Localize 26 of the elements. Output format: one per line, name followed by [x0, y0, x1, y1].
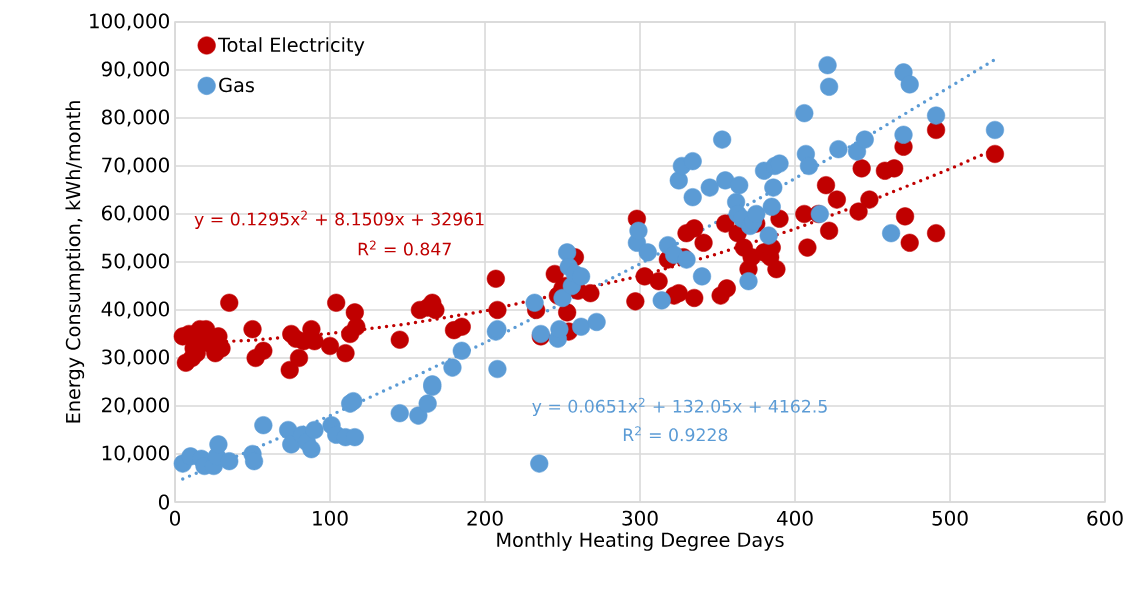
legend-label: Gas: [219, 77, 254, 93]
x-tick-label: 600: [1087, 510, 1123, 526]
annotation: R$^{2}$ = 0.9228: [623, 426, 728, 442]
y-tick-label: 100,000: [90, 13, 169, 31]
annotation: y = 0.1295x$^{2}$ + 8.1509x + 32961: [194, 210, 484, 229]
x-tick-label: 200: [467, 510, 503, 526]
y-tick-label: 80,000: [101, 109, 169, 127]
x-tick-label: 100: [313, 510, 348, 526]
y-tick-label: 20,000: [102, 397, 169, 415]
x-tick-label: 0: [169, 510, 181, 526]
y-tick-label: 50,000: [102, 253, 169, 271]
x-tick-label: 300: [622, 510, 658, 526]
y-tick-label: 90,000: [101, 61, 169, 79]
annotation: y = 0.0651x$^{2}$ + 132.05x + 4162.5: [532, 397, 827, 417]
annotation: R$^{2}$ = 0.847: [358, 240, 451, 256]
y-axis-title: Energy Consumption, kWh/month: [65, 101, 85, 423]
y-tick-label: 0: [158, 494, 169, 510]
legend-label: Total Electricity: [218, 37, 365, 56]
x-axis-title: Monthly Heating Degree Days: [497, 532, 784, 551]
y-tick-label: 60,000: [101, 205, 169, 223]
y-tick-label: 40,000: [101, 301, 169, 319]
y-tick-label: 70,000: [102, 157, 169, 175]
x-tick-label: 500: [932, 510, 968, 526]
x-tick-label: 400: [776, 510, 813, 526]
y-tick-label: 30,000: [102, 349, 169, 367]
y-tick-label: 10,000: [102, 445, 169, 463]
